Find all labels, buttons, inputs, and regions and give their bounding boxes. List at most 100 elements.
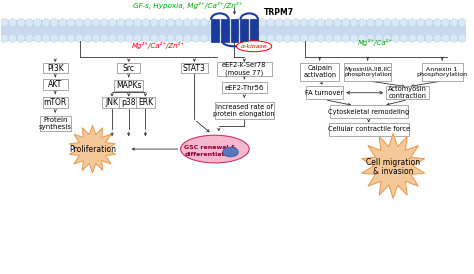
Text: Cellular contractile force: Cellular contractile force [328,126,410,132]
FancyBboxPatch shape [344,63,391,81]
Text: STAT3: STAT3 [183,64,206,73]
Circle shape [34,19,42,27]
Circle shape [350,34,358,42]
Text: Protein
synthesis: Protein synthesis [39,117,72,130]
FancyBboxPatch shape [43,62,68,73]
Bar [1,20,465,41]
Circle shape [17,19,25,27]
FancyBboxPatch shape [43,79,68,90]
Text: JNK: JNK [106,98,118,107]
Circle shape [92,34,100,42]
Circle shape [383,34,392,42]
Circle shape [233,34,242,42]
Ellipse shape [181,135,249,163]
Circle shape [233,19,242,27]
Text: α-kinase: α-kinase [241,44,267,49]
Circle shape [225,34,233,42]
Circle shape [100,19,109,27]
Text: Proliferation: Proliferation [69,145,116,153]
FancyBboxPatch shape [136,97,155,108]
Circle shape [250,19,258,27]
Circle shape [450,34,458,42]
Circle shape [342,19,350,27]
Circle shape [283,19,292,27]
Circle shape [441,19,450,27]
Circle shape [58,34,67,42]
Circle shape [358,19,366,27]
Circle shape [209,19,217,27]
Circle shape [150,34,158,42]
Circle shape [458,19,466,27]
Circle shape [292,34,300,42]
Circle shape [117,19,125,27]
Circle shape [425,19,433,27]
Text: eEF2-k-Ser78
(mouse 77): eEF2-k-Ser78 (mouse 77) [222,62,266,76]
FancyBboxPatch shape [119,97,138,108]
Circle shape [217,19,225,27]
Text: p38: p38 [121,98,136,107]
Circle shape [0,19,9,27]
Circle shape [109,34,117,42]
Circle shape [300,19,308,27]
Text: AKT: AKT [48,80,63,89]
Circle shape [92,19,100,27]
Circle shape [333,19,341,27]
Circle shape [50,34,58,42]
FancyBboxPatch shape [222,82,267,93]
Circle shape [450,19,458,27]
Circle shape [275,34,283,42]
Circle shape [292,19,300,27]
Circle shape [441,34,450,42]
Circle shape [142,34,150,42]
Circle shape [100,34,109,42]
Text: & invasion: & invasion [373,167,413,176]
Circle shape [200,19,208,27]
Circle shape [400,19,408,27]
FancyBboxPatch shape [328,123,409,136]
Circle shape [258,19,266,27]
Circle shape [408,19,416,27]
Text: GF-s, Hypoxia, Mg²⁺/Ca²⁺/Zn²⁺: GF-s, Hypoxia, Mg²⁺/Ca²⁺/Zn²⁺ [133,2,242,9]
Circle shape [25,34,33,42]
Circle shape [183,34,191,42]
Text: FA turnover: FA turnover [305,90,344,96]
Circle shape [9,19,17,27]
Circle shape [266,34,275,42]
Bar [221,19,228,42]
FancyBboxPatch shape [329,105,408,118]
Circle shape [217,34,225,42]
Circle shape [350,19,358,27]
Text: mTOR: mTOR [44,98,67,107]
FancyBboxPatch shape [386,86,429,99]
FancyBboxPatch shape [181,62,208,73]
FancyBboxPatch shape [215,102,273,119]
Polygon shape [362,133,425,198]
Text: Src: Src [123,64,135,73]
Circle shape [242,19,250,27]
Circle shape [417,19,425,27]
Circle shape [266,19,275,27]
Circle shape [308,34,317,42]
Text: Increased rate of
protein elongation: Increased rate of protein elongation [213,104,275,117]
Circle shape [308,19,317,27]
Circle shape [34,34,42,42]
Circle shape [375,19,383,27]
Circle shape [400,34,408,42]
Circle shape [433,34,441,42]
Circle shape [366,34,375,42]
Text: MyosinIIA,IIB,IIC
phosphorylation: MyosinIIA,IIB,IIC phosphorylation [344,67,392,77]
FancyBboxPatch shape [114,80,144,91]
Circle shape [408,34,416,42]
Circle shape [191,19,200,27]
Circle shape [366,19,375,27]
Circle shape [283,34,292,42]
Bar [211,19,219,42]
Circle shape [125,34,133,42]
Circle shape [275,19,283,27]
Circle shape [325,19,333,27]
Circle shape [67,34,75,42]
Circle shape [133,19,142,27]
Circle shape [375,34,383,42]
Text: MAPKs: MAPKs [116,81,141,90]
Circle shape [109,19,117,27]
